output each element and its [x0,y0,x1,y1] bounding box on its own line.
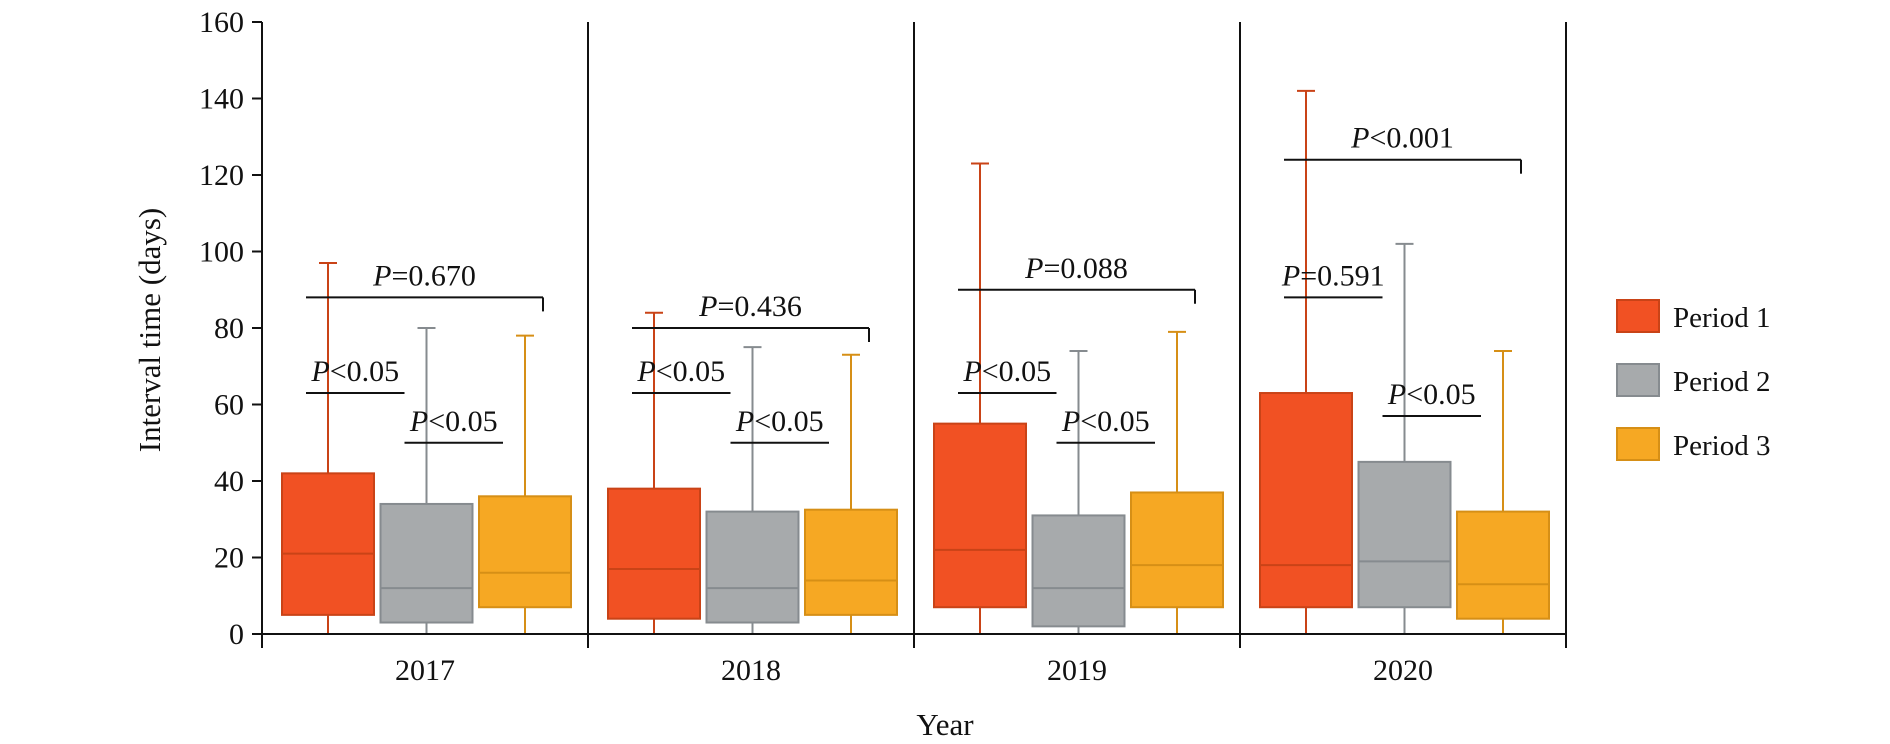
p-value-annotation: P=0.670 [306,259,544,312]
y-tick-label: 160 [199,6,244,39]
y-tick-label: 40 [214,465,244,498]
p-value-label: P=0.591 [1281,259,1385,292]
box-2019-period-2 [1031,349,1126,634]
box-2019-period-3 [1130,330,1224,634]
box-body [1357,460,1452,609]
box-2020-period-1 [1259,89,1353,634]
p-value-annotation: P<0.05 [1382,378,1481,417]
p-value-label: P=0.436 [698,290,802,323]
boxes-layer [281,89,1550,634]
p-value-label: P<0.05 [1387,378,1476,411]
p-value-annotation: P<0.05 [404,405,503,444]
legend-label: Period 1 [1673,302,1770,334]
box-2019-period-1 [933,162,1027,634]
box-body [1456,510,1550,620]
x-tick-label: 2020 [1373,654,1433,687]
axes-layer: 0 20 40 60 80 100 120 140 160 2017 2018 2019 2020 [199,6,1567,687]
legend-swatch [1616,427,1660,461]
box-2018-period-3 [804,353,898,634]
legend-swatch [1616,299,1660,333]
box-body [933,422,1027,609]
p-value-annotation: P=0.591 [1281,259,1385,299]
p-value-label: P<0.001 [1350,122,1454,155]
p-value-label: P<0.05 [409,405,498,438]
y-tick-label: 80 [214,312,244,345]
p-value-label: P<0.05 [962,355,1051,388]
box-2017-period-2 [379,327,474,634]
box-2018-period-1 [607,311,701,634]
legend: Period 1 Period 2 Period 3 [1616,299,1770,462]
y-tick-label: 0 [229,618,244,651]
x-tick-label: 2017 [395,654,455,687]
box-body [379,502,474,624]
box-body [478,495,572,609]
y-tick-label: 60 [214,389,244,422]
y-tick-label: 140 [199,83,244,116]
p-value-annotation: P<0.001 [1284,122,1522,174]
box-body [1031,514,1126,628]
y-tick-label: 120 [199,159,244,192]
p-value-annotation: P<0.05 [958,355,1057,395]
box-2020-period-3 [1456,349,1550,634]
box-2017-period-3 [478,334,572,634]
y-axis-title: Interval time (days) [132,208,167,452]
box-body [607,487,701,620]
p-value-label: P=0.670 [372,259,476,292]
p-value-label: P<0.05 [310,355,399,388]
x-tick-label: 2019 [1047,654,1107,687]
p-value-annotation: P=0.088 [958,252,1196,304]
significance-annotations: P=0.670 P<0.05 P<0.05 P=0.436 P<0.05 P<0.05 P=… [306,122,1522,444]
box-body [804,508,898,616]
box-body [1259,392,1353,609]
p-value-label: P=0.088 [1024,252,1128,285]
p-value-label: P<0.05 [735,405,824,438]
y-tick-label: 20 [214,542,244,575]
p-value-annotation: P<0.05 [730,405,829,444]
box-2017-period-1 [281,261,375,634]
box-body [705,510,800,624]
year-dividers [587,22,1567,634]
x-tick-label: 2018 [721,654,781,687]
box-body [1130,491,1224,609]
box-2018-period-2 [705,346,800,634]
p-value-annotation: P<0.05 [1056,405,1155,444]
legend-label: Period 2 [1673,366,1770,398]
p-value-label: P<0.05 [636,355,725,388]
p-value-annotation: P=0.436 [632,290,870,342]
legend-item-period-1: Period 1 [1616,299,1770,334]
legend-item-period-3: Period 3 [1616,427,1770,462]
legend-swatch [1616,363,1660,397]
box-body [281,472,375,616]
p-value-label: P<0.05 [1061,405,1150,438]
x-axis-title: Year [916,707,974,742]
legend-label: Period 3 [1673,430,1770,462]
legend-item-period-2: Period 2 [1616,363,1770,398]
box-2020-period-2 [1357,242,1452,634]
p-value-annotation: P<0.05 [306,355,405,395]
y-tick-label: 100 [199,236,244,269]
p-value-annotation: P<0.05 [632,355,731,395]
